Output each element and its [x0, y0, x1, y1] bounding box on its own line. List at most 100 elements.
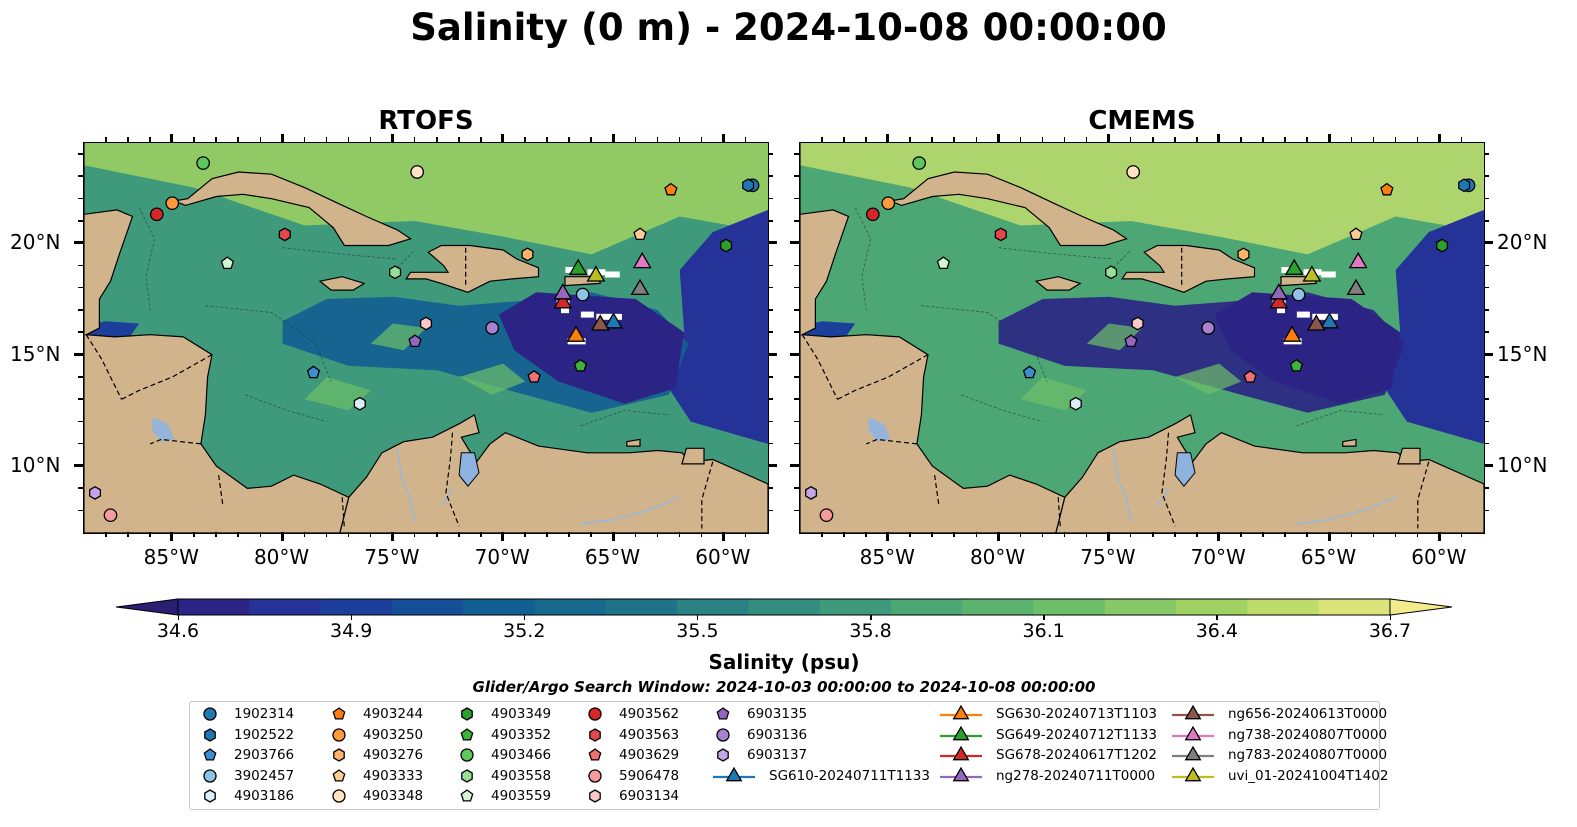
glider-marker-ng278-20240711T0000	[553, 283, 573, 300]
lat-tick-left	[74, 241, 83, 245]
minor-tick	[794, 286, 799, 289]
glider-marker-SG678-20240617T1202	[553, 292, 573, 309]
colorbar-segment	[320, 599, 393, 615]
argo-marker-6903137	[805, 485, 818, 500]
lat-tick-right	[768, 241, 777, 245]
minor-tick	[78, 442, 83, 445]
lat-tick-right	[1484, 241, 1493, 245]
lat-tick-left	[790, 464, 799, 468]
glider-marker-SG649-20240712T1133	[1284, 258, 1304, 275]
argo-marker-5906478	[819, 508, 834, 523]
argo-marker-4903559	[936, 256, 951, 270]
lon-tick-label: 65°W	[1300, 545, 1357, 569]
minor-tick	[590, 532, 592, 537]
glider-track-segment	[613, 313, 622, 320]
legend-label: 4903276	[363, 747, 424, 763]
colorbar-tick-label: 35.5	[676, 620, 719, 642]
panel-title-rtofs: RTOFS	[378, 106, 474, 136]
minor-tick	[1484, 331, 1489, 333]
glider-marker-ng783-20240807T0000	[630, 278, 650, 296]
minor-tick	[1284, 532, 1286, 537]
minor-tick	[768, 197, 773, 200]
legend-label: 4903250	[363, 726, 424, 743]
legend-marker-6903134	[589, 789, 601, 803]
legend-label: 6903134	[619, 788, 680, 804]
glider-marker-ng278-20240711T0000	[1269, 283, 1289, 300]
argo-marker-5906478	[103, 508, 118, 523]
legend-label: 4903466	[491, 747, 552, 763]
minor-tick	[768, 487, 773, 489]
argo-marker-4903349	[720, 238, 733, 253]
colorbar-tick	[1389, 615, 1391, 620]
minor-tick	[413, 532, 416, 537]
colorbar-tick	[870, 615, 872, 620]
minor-tick	[149, 137, 151, 142]
minor-tick	[1394, 532, 1397, 537]
minor-tick	[480, 532, 482, 537]
legend-label: 5906478	[619, 767, 680, 784]
minor-tick	[865, 532, 867, 537]
minor-tick	[568, 137, 570, 142]
minor-tick	[78, 309, 83, 311]
argo-marker-6903135	[1124, 334, 1138, 348]
legend-marker-ng656-20240613T0000	[1184, 704, 1202, 720]
colorbar-tick-label: 35.8	[849, 620, 892, 642]
legend-marker-SG678-20240617T1202	[952, 745, 970, 761]
minor-tick	[678, 137, 681, 142]
minor-tick	[1484, 220, 1489, 222]
argo-marker-4903333	[633, 227, 647, 241]
minor-tick	[1019, 137, 1022, 142]
argo-marker-6903134	[419, 316, 433, 331]
legend-label: 4903244	[363, 706, 424, 722]
argo-marker-4903276	[521, 247, 534, 262]
lon-tick-top	[390, 134, 394, 143]
minor-tick	[413, 137, 416, 142]
minor-tick	[768, 331, 773, 333]
minor-tick	[546, 137, 548, 142]
glider-track-segment	[1327, 271, 1336, 278]
colorbar-segment	[890, 599, 963, 615]
glider-track-segment	[561, 307, 570, 314]
minor-tick	[1085, 137, 1088, 142]
minor-tick	[127, 532, 129, 537]
legend-label: 6903136	[747, 726, 808, 743]
minor-tick	[1484, 509, 1489, 512]
argo-marker-4903250	[881, 196, 896, 211]
legend-marker-4903349	[461, 707, 473, 721]
minor-tick	[1394, 137, 1397, 142]
legend-marker-4903244	[332, 707, 346, 720]
minor-tick	[1484, 487, 1489, 489]
legend-label: 4903333	[363, 767, 424, 784]
minor-tick	[794, 220, 799, 222]
lon-tick-label: 70°W	[474, 545, 530, 569]
colorbar-tick-label: 36.4	[1195, 620, 1238, 642]
legend-label: 1902314	[234, 706, 295, 722]
minor-tick	[794, 398, 799, 400]
minor-tick	[975, 137, 978, 142]
minor-tick	[78, 376, 83, 378]
argo-marker-6903135	[408, 334, 422, 348]
argo-marker-4903244	[664, 182, 678, 196]
lat-tick-left	[790, 241, 799, 245]
legend-label: 1902522	[234, 726, 295, 743]
legend-label: ng278-20240711T0000	[996, 767, 1156, 784]
legend-marker-4903250	[332, 727, 346, 742]
lon-tick-bottom	[390, 532, 394, 541]
colorbar-segment	[249, 599, 322, 615]
lat-tick-left	[74, 352, 83, 356]
minor-tick	[1416, 137, 1419, 142]
minor-tick	[1484, 175, 1489, 177]
minor-tick	[1063, 532, 1066, 537]
minor-tick	[524, 137, 526, 142]
minor-tick	[524, 532, 526, 537]
glider-track-segment	[1321, 271, 1335, 278]
colorbar-tick	[1043, 615, 1045, 620]
minor-tick	[843, 532, 845, 537]
figure-title: Salinity (0 m) - 2024-10-08 00:00:00	[410, 6, 1167, 49]
lon-tick-label: 70°W	[1190, 545, 1246, 569]
colorbar-tick	[523, 615, 526, 620]
minor-tick	[369, 137, 372, 142]
argo-marker-2903766	[306, 365, 321, 379]
minor-tick	[1484, 153, 1489, 155]
minor-tick	[1350, 532, 1353, 537]
